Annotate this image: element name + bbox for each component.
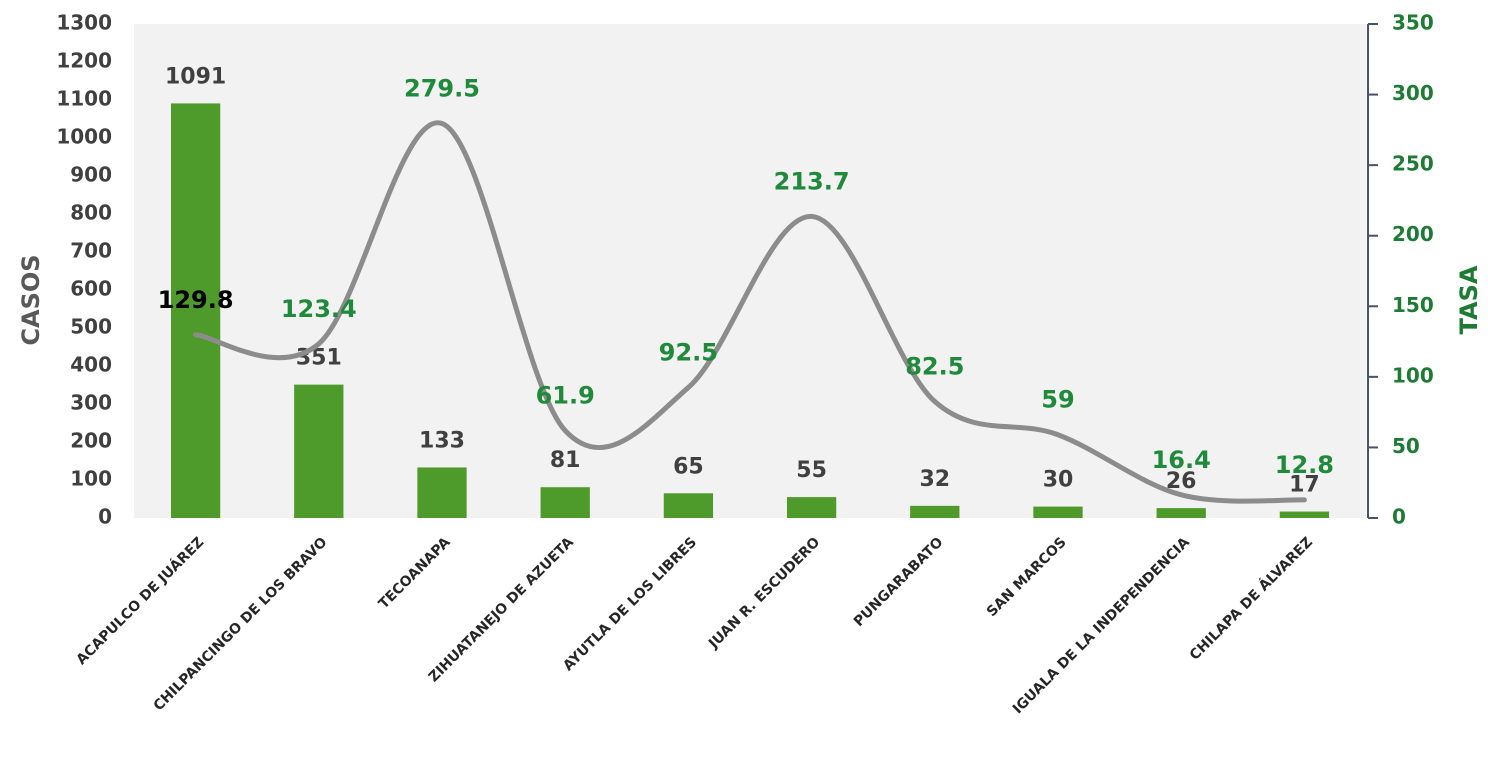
y2-tick-label: 50 (1392, 434, 1420, 458)
line-value-label: 92.5 (659, 338, 718, 366)
bar-value-label: 81 (550, 448, 581, 473)
y-tick-label: 900 (70, 163, 112, 187)
bar (417, 467, 467, 518)
y2-tick-label: 100 (1392, 363, 1434, 387)
bar-value-label: 351 (296, 346, 342, 371)
y-tick-label: 800 (70, 201, 112, 225)
y2-tick-label: 0 (1392, 505, 1406, 529)
line-value-label: 12.8 (1275, 451, 1334, 479)
y2-tick-label: 200 (1392, 222, 1434, 246)
y-tick-label: 1200 (56, 49, 112, 73)
x-tick-label: SAN MARCOS (984, 534, 1070, 620)
y-tick-label: 1000 (56, 125, 112, 149)
bar-value-label: 17 (1289, 473, 1320, 498)
bar-value-label: 65 (673, 454, 704, 479)
bar (663, 493, 714, 518)
y-tick-label: 300 (70, 391, 112, 415)
bar (170, 103, 221, 519)
y-tick-label: 600 (70, 277, 112, 301)
x-tick-label: TECOANAPA (376, 534, 454, 612)
bar-value-label: 133 (419, 428, 465, 453)
bar (910, 505, 960, 518)
y2-tick-label: 350 (1392, 11, 1434, 35)
y-tick-label: 1100 (56, 87, 112, 111)
y2-tick-label: 300 (1392, 81, 1434, 105)
bar-value-label: 32 (919, 467, 950, 492)
bar-value-label: 55 (796, 458, 827, 483)
bar (540, 487, 590, 518)
y-axis-title: CASOS (17, 254, 45, 345)
line-value-label: 59 (1041, 386, 1074, 414)
line-value-label: 279.5 (404, 75, 480, 103)
line-value-label: 61.9 (536, 382, 595, 410)
y-tick-label: 200 (70, 429, 112, 453)
bar-value-label: 30 (1043, 468, 1074, 493)
line (193, 120, 1307, 504)
x-tick-label: AYUTLA DE LOS LIBRES (560, 534, 700, 674)
y-tick-label: 400 (70, 353, 112, 377)
x-tick-label: PUNGARABATO (851, 534, 947, 630)
y2-axis-title: TASA (1455, 265, 1483, 334)
line-value-label: 16.4 (1152, 446, 1211, 474)
bar (786, 497, 837, 518)
y-tick-label: 700 (70, 239, 112, 263)
line-value-label: 213.7 (774, 167, 850, 195)
bar (1279, 511, 1330, 518)
bar-value-label: 1091 (165, 64, 226, 89)
y2-tick-label: 250 (1392, 152, 1434, 176)
line-value-label: 129.8 (158, 286, 234, 314)
y2-tick-label: 150 (1392, 293, 1434, 317)
y-tick-label: 100 (70, 467, 112, 491)
y-tick-label: 1300 (56, 11, 112, 35)
bar (1156, 508, 1206, 518)
line-value-label: 82.5 (905, 353, 964, 381)
bar (294, 384, 344, 518)
line-value-label: 123.4 (281, 295, 357, 323)
y-tick-label: 0 (98, 505, 112, 529)
x-tick-label: JUAN R. ESCUDERO (705, 534, 823, 652)
x-tick-label: CHILAPA DE ÁLVAREZ (1186, 534, 1316, 664)
x-tick-label: ACAPULCO DE JUÁREZ (73, 534, 207, 668)
y-tick-label: 500 (70, 315, 112, 339)
bar (1033, 506, 1083, 518)
x-tick-label: ZIHUATANEJO DE AZUETA (426, 534, 577, 685)
